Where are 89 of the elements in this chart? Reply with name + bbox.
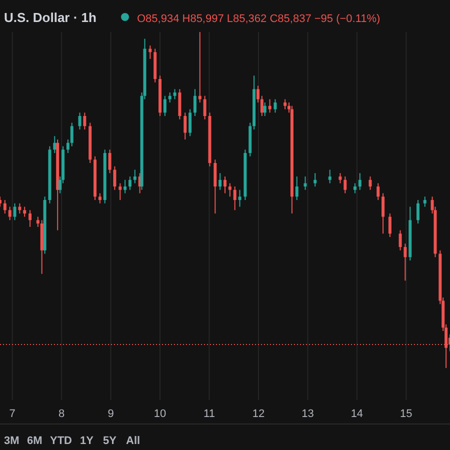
candlestick (40, 220, 44, 274)
candlestick (353, 183, 356, 194)
candlestick (98, 193, 102, 204)
candlestick (260, 96, 264, 116)
candlestick (408, 206, 412, 260)
text: 6M (27, 435, 42, 447)
candlestick (113, 166, 116, 190)
candlestick (268, 99, 272, 113)
candlestick (416, 200, 420, 224)
candlestick (173, 89, 176, 100)
candlestick (382, 193, 385, 234)
candlestick (88, 122, 92, 164)
candlestick (118, 183, 122, 200)
candlestick (218, 173, 222, 190)
chart-title: U.S. Dollar · 1h (4, 10, 97, 25)
candlestick (295, 176, 298, 200)
x-tick-label: 8 (58, 408, 65, 420)
candlestick (8, 206, 12, 220)
candlestick (178, 89, 182, 120)
candlestick (244, 150, 247, 200)
candlestick (423, 196, 426, 207)
candlestick (314, 173, 317, 187)
candlestick (263, 102, 266, 116)
candlestick (163, 96, 166, 116)
candlestick (398, 230, 402, 250)
candlestick (23, 206, 26, 217)
candlestick (274, 99, 277, 113)
text: 1Y (80, 435, 94, 447)
candlestick (18, 203, 22, 214)
x-tick-label: 12 (252, 408, 265, 420)
candlestick (148, 45, 152, 59)
x-tick-label: 14 (350, 408, 364, 420)
candlestick (358, 173, 362, 190)
candlestick (238, 190, 242, 207)
x-tick-label: 15 (400, 408, 412, 420)
x-tick-label: 10 (154, 408, 166, 420)
x-tick-label: 11 (204, 408, 215, 420)
candlestick (53, 136, 56, 153)
candlestick (103, 150, 106, 204)
candlestick (70, 122, 74, 146)
candlestick (83, 112, 86, 130)
candlestick (228, 183, 232, 197)
candlestick (128, 176, 132, 190)
candlestick (66, 140, 70, 153)
candlestick (248, 122, 252, 156)
candlestick (48, 146, 52, 204)
candlestick (203, 96, 206, 120)
candlestick (344, 176, 347, 194)
text: O85,934 H85,997 L85,362 C85,837 −95 (−0.11%) (137, 13, 380, 25)
candlestick (208, 112, 212, 166)
candlestick (56, 140, 60, 230)
text: 3M (4, 435, 20, 447)
candlestick (252, 76, 256, 130)
x-tick-label: 13 (302, 408, 314, 420)
candlestick (224, 176, 226, 194)
candlestick (376, 183, 380, 200)
candlestick (168, 92, 172, 103)
candlestick (94, 156, 97, 200)
text: 5Y (103, 435, 118, 447)
candlestick (304, 176, 307, 190)
candlestick (214, 160, 217, 214)
candlestick (36, 216, 40, 227)
candlestick (388, 213, 392, 237)
candlestick (133, 170, 136, 184)
candlestick (338, 173, 342, 184)
candlestick (13, 203, 16, 220)
candlestick (3, 200, 6, 214)
x-tick-label: 7 (9, 408, 16, 420)
candlestick (28, 210, 32, 227)
candlestick (193, 89, 196, 116)
candlestick (233, 186, 236, 210)
candlestick (43, 196, 46, 254)
candlestick (78, 112, 82, 130)
text: YTD (50, 435, 72, 447)
candlestick (108, 150, 112, 174)
candlestick (158, 76, 162, 116)
candlestick (290, 106, 294, 214)
x-tick-label: 9 (108, 408, 114, 420)
candlestick (404, 244, 407, 281)
candlestick (198, 32, 202, 103)
text: All (126, 435, 140, 447)
candlestick (188, 109, 192, 136)
candlestick (124, 180, 127, 194)
candlestick (368, 176, 372, 190)
candlestick (154, 48, 157, 82)
candlestick (256, 86, 260, 103)
candlestick (328, 170, 332, 184)
candlestick (284, 99, 287, 110)
candlestick (184, 112, 187, 140)
